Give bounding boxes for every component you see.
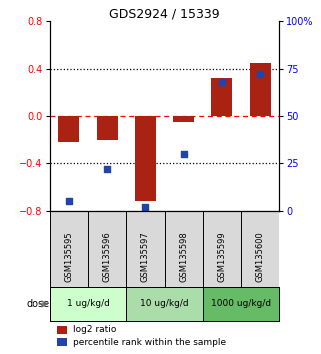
Point — [257, 72, 263, 77]
Bar — [58, 116, 79, 142]
Bar — [211, 78, 232, 116]
Bar — [250, 63, 271, 116]
Bar — [173, 116, 194, 122]
Text: 1000 ug/kg/d: 1000 ug/kg/d — [211, 299, 271, 308]
Point — [143, 204, 148, 210]
Text: GSM135598: GSM135598 — [179, 232, 188, 282]
Text: GSM135599: GSM135599 — [217, 232, 226, 282]
Text: GSM135597: GSM135597 — [141, 232, 150, 282]
Point — [181, 151, 186, 157]
Bar — [135, 116, 156, 201]
Bar — [203, 287, 279, 321]
Bar — [56, 338, 67, 346]
Point — [219, 79, 224, 85]
Text: 1 ug/kg/d: 1 ug/kg/d — [66, 299, 109, 308]
Text: GSM135596: GSM135596 — [103, 232, 112, 282]
Point — [66, 199, 72, 204]
Bar — [126, 287, 203, 321]
Text: GSM135595: GSM135595 — [65, 232, 74, 282]
Bar — [97, 116, 118, 140]
Text: GSM135600: GSM135600 — [256, 232, 265, 282]
Text: dose: dose — [27, 299, 50, 309]
Bar — [50, 287, 126, 321]
Text: percentile rank within the sample: percentile rank within the sample — [73, 337, 226, 347]
Text: 10 ug/kg/d: 10 ug/kg/d — [140, 299, 189, 308]
Point — [105, 166, 110, 172]
Bar — [56, 326, 67, 333]
Text: log2 ratio: log2 ratio — [73, 325, 116, 334]
Title: GDS2924 / 15339: GDS2924 / 15339 — [109, 7, 220, 20]
